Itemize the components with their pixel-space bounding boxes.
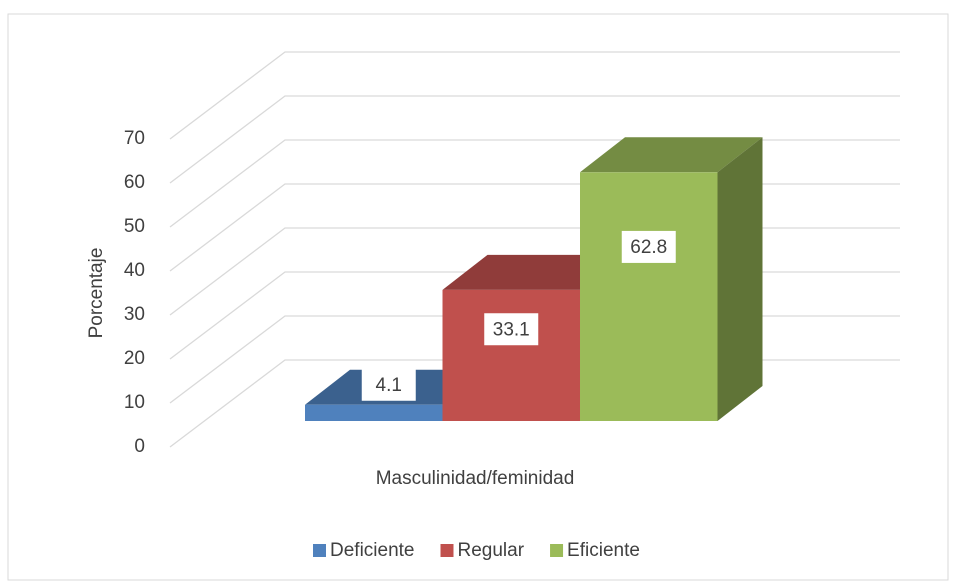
bar bbox=[580, 137, 763, 421]
legend-label: Deficiente bbox=[330, 540, 415, 561]
grid-line bbox=[169, 51, 900, 140]
grid-line bbox=[169, 95, 900, 184]
y-tick-label: 30 bbox=[124, 304, 145, 325]
legend-label: Eficiente bbox=[567, 540, 640, 561]
y-tick-label: 60 bbox=[124, 172, 145, 193]
x-tick-label: Masculinidad/feminidad bbox=[376, 468, 575, 489]
legend-swatch bbox=[313, 544, 326, 557]
data-label: 62.8 bbox=[630, 237, 667, 258]
bar-top bbox=[442, 254, 625, 290]
y-tick-label: 0 bbox=[134, 436, 145, 457]
legend-swatch bbox=[440, 544, 454, 557]
bar-front bbox=[442, 289, 580, 421]
data-label-box bbox=[484, 313, 539, 346]
data-label: 4.1 bbox=[376, 375, 402, 396]
bar-side bbox=[717, 137, 763, 421]
y-tick-label: 10 bbox=[124, 392, 145, 413]
bar-front bbox=[580, 172, 718, 421]
bar-front bbox=[305, 404, 443, 421]
y-tick-label: 20 bbox=[124, 348, 145, 369]
y-tick-label: 70 bbox=[124, 128, 145, 149]
y-tick-label: 50 bbox=[124, 216, 145, 237]
data-label: 33.1 bbox=[493, 319, 530, 340]
y-axis-label: Porcentaje bbox=[86, 248, 107, 339]
data-label-box bbox=[361, 368, 416, 401]
legend-label: Regular bbox=[458, 540, 525, 561]
bar-top bbox=[580, 137, 763, 173]
y-tick-label: 40 bbox=[124, 260, 145, 281]
data-label-box bbox=[621, 230, 676, 263]
legend-swatch bbox=[550, 544, 564, 557]
